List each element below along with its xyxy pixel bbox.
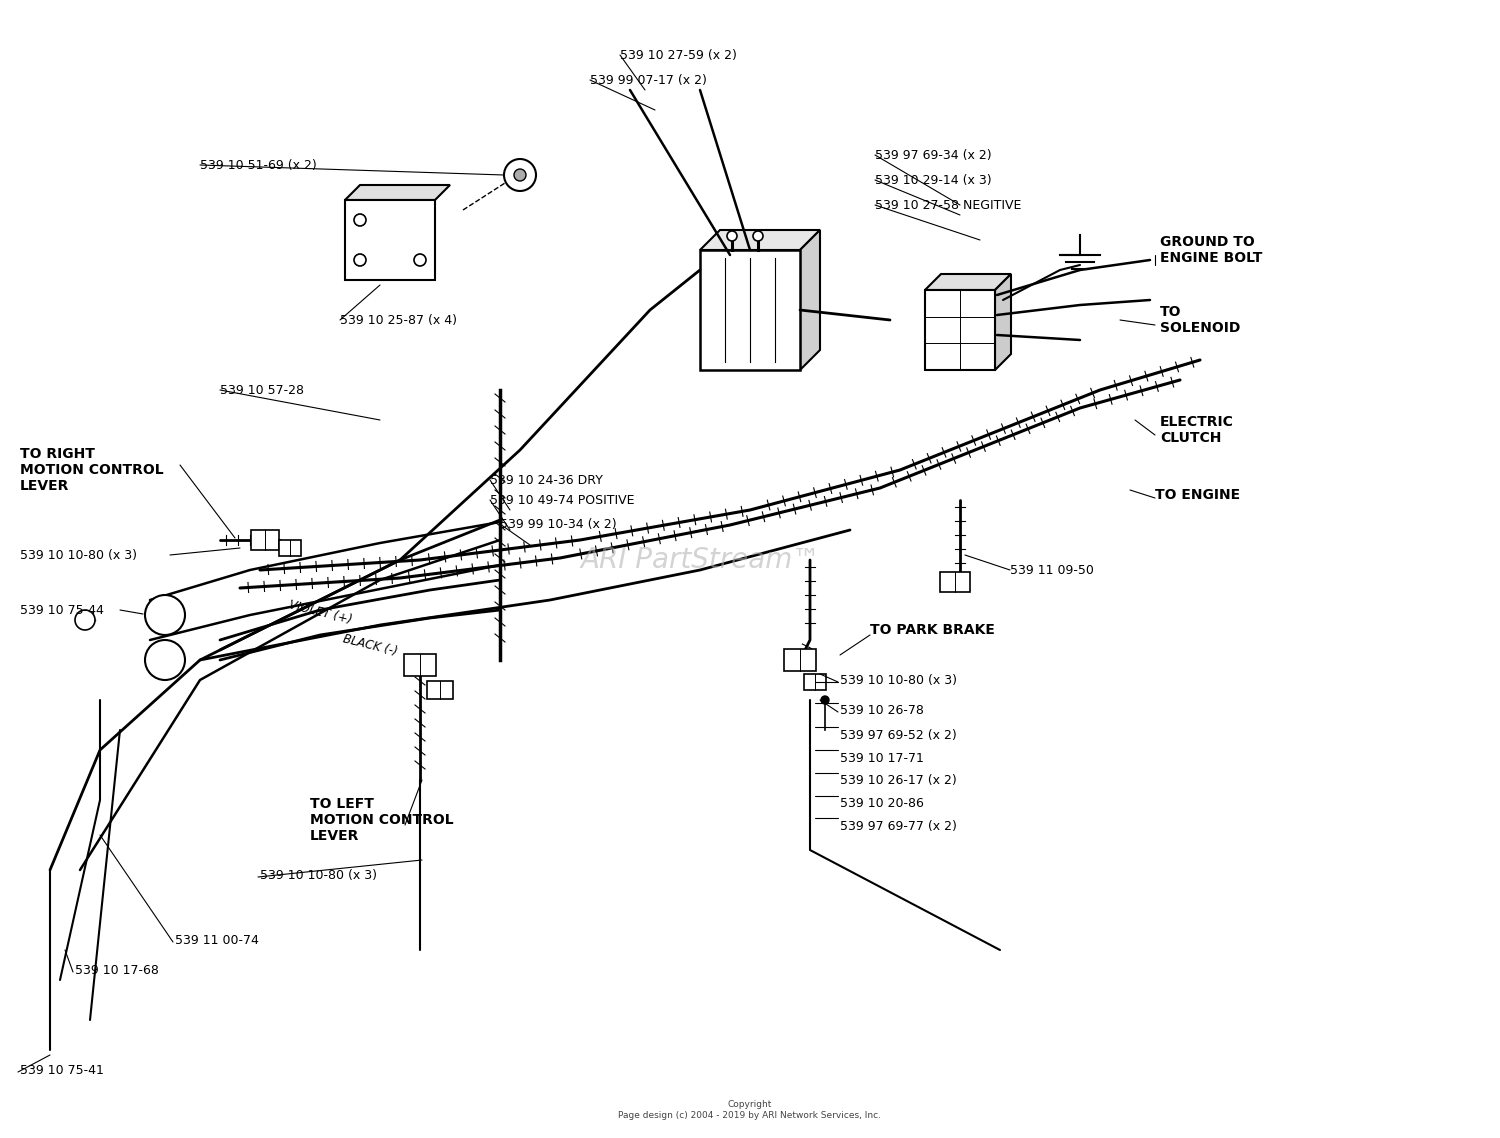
Bar (279, 541, 302, 556)
Polygon shape (700, 230, 820, 250)
Text: TO LEFT
MOTION CONTROL
LEVER: TO LEFT MOTION CONTROL LEVER (310, 797, 453, 843)
Bar (940, 572, 970, 592)
Text: 539 10 20-86: 539 10 20-86 (840, 797, 924, 809)
Text: 539 11 00-74: 539 11 00-74 (176, 933, 260, 947)
Text: 539 10 10-80 (x 3): 539 10 10-80 (x 3) (20, 549, 136, 561)
Bar (345, 200, 435, 280)
Text: VIOLET (+): VIOLET (+) (286, 597, 352, 626)
Text: 539 97 69-34 (x 2): 539 97 69-34 (x 2) (874, 148, 992, 162)
Text: 539 10 75-44: 539 10 75-44 (20, 603, 104, 617)
Text: 539 10 10-80 (x 3): 539 10 10-80 (x 3) (840, 674, 957, 686)
Circle shape (146, 595, 184, 635)
Circle shape (504, 159, 536, 191)
Text: BLACK (-): BLACK (-) (342, 632, 399, 658)
Text: 539 10 26-78: 539 10 26-78 (840, 703, 924, 717)
Bar (926, 290, 994, 370)
Polygon shape (345, 185, 450, 200)
Circle shape (821, 696, 830, 704)
Text: 539 97 69-52 (x 2): 539 97 69-52 (x 2) (840, 728, 957, 742)
Text: ELECTRIC
CLUTCH: ELECTRIC CLUTCH (1160, 415, 1234, 445)
Text: 539 10 17-68: 539 10 17-68 (75, 964, 159, 976)
Polygon shape (994, 274, 1011, 370)
Text: 539 10 17-71: 539 10 17-71 (840, 751, 924, 765)
Text: 539 10 29-14 (x 3): 539 10 29-14 (x 3) (874, 173, 992, 187)
Bar (427, 681, 453, 699)
Bar (784, 649, 816, 671)
Text: GROUND TO
ENGINE BOLT: GROUND TO ENGINE BOLT (1160, 234, 1263, 265)
Text: 539 10 25-87 (x 4): 539 10 25-87 (x 4) (340, 313, 458, 327)
Text: TO ENGINE: TO ENGINE (1155, 488, 1240, 502)
Text: 539 10 10-80 (x 3): 539 10 10-80 (x 3) (260, 868, 376, 882)
Circle shape (414, 254, 426, 266)
Circle shape (146, 640, 184, 681)
Circle shape (514, 170, 526, 181)
Text: 539 10 57-28: 539 10 57-28 (220, 384, 304, 396)
Bar (251, 530, 279, 550)
Polygon shape (926, 274, 1011, 290)
Text: 539 10 75-41: 539 10 75-41 (20, 1064, 104, 1077)
Circle shape (753, 231, 764, 241)
Text: 539 10 24-36 DRY: 539 10 24-36 DRY (490, 473, 603, 487)
Bar (404, 654, 436, 676)
Circle shape (728, 231, 736, 241)
Text: Copyright
Page design (c) 2004 - 2019 by ARI Network Services, Inc.: Copyright Page design (c) 2004 - 2019 by… (618, 1100, 882, 1120)
Bar (700, 250, 800, 370)
Text: TO PARK BRAKE: TO PARK BRAKE (870, 622, 994, 637)
Bar (804, 674, 826, 690)
Text: TO RIGHT
MOTION CONTROL
LEVER: TO RIGHT MOTION CONTROL LEVER (20, 447, 164, 493)
Text: 539 10 26-17 (x 2): 539 10 26-17 (x 2) (840, 774, 957, 786)
Circle shape (354, 214, 366, 226)
Text: 539 11 09-50: 539 11 09-50 (1010, 563, 1094, 577)
Text: 539 99 10-34 (x 2): 539 99 10-34 (x 2) (500, 518, 616, 530)
Text: TO
SOLENOID: TO SOLENOID (1160, 305, 1240, 335)
Text: 539 10 27-59 (x 2): 539 10 27-59 (x 2) (620, 49, 736, 61)
Circle shape (354, 254, 366, 266)
Text: 539 99 07-17 (x 2): 539 99 07-17 (x 2) (590, 74, 706, 86)
Polygon shape (800, 230, 820, 370)
Text: 539 97 69-77 (x 2): 539 97 69-77 (x 2) (840, 819, 957, 833)
Text: 539 10 49-74 POSITIVE: 539 10 49-74 POSITIVE (490, 494, 634, 506)
Text: 539 10 51-69 (x 2): 539 10 51-69 (x 2) (200, 158, 316, 172)
Circle shape (75, 610, 94, 630)
Text: 539 10 27-58 NEGITIVE: 539 10 27-58 NEGITIVE (874, 198, 1022, 212)
Text: ARI PartStream™: ARI PartStream™ (580, 546, 820, 574)
